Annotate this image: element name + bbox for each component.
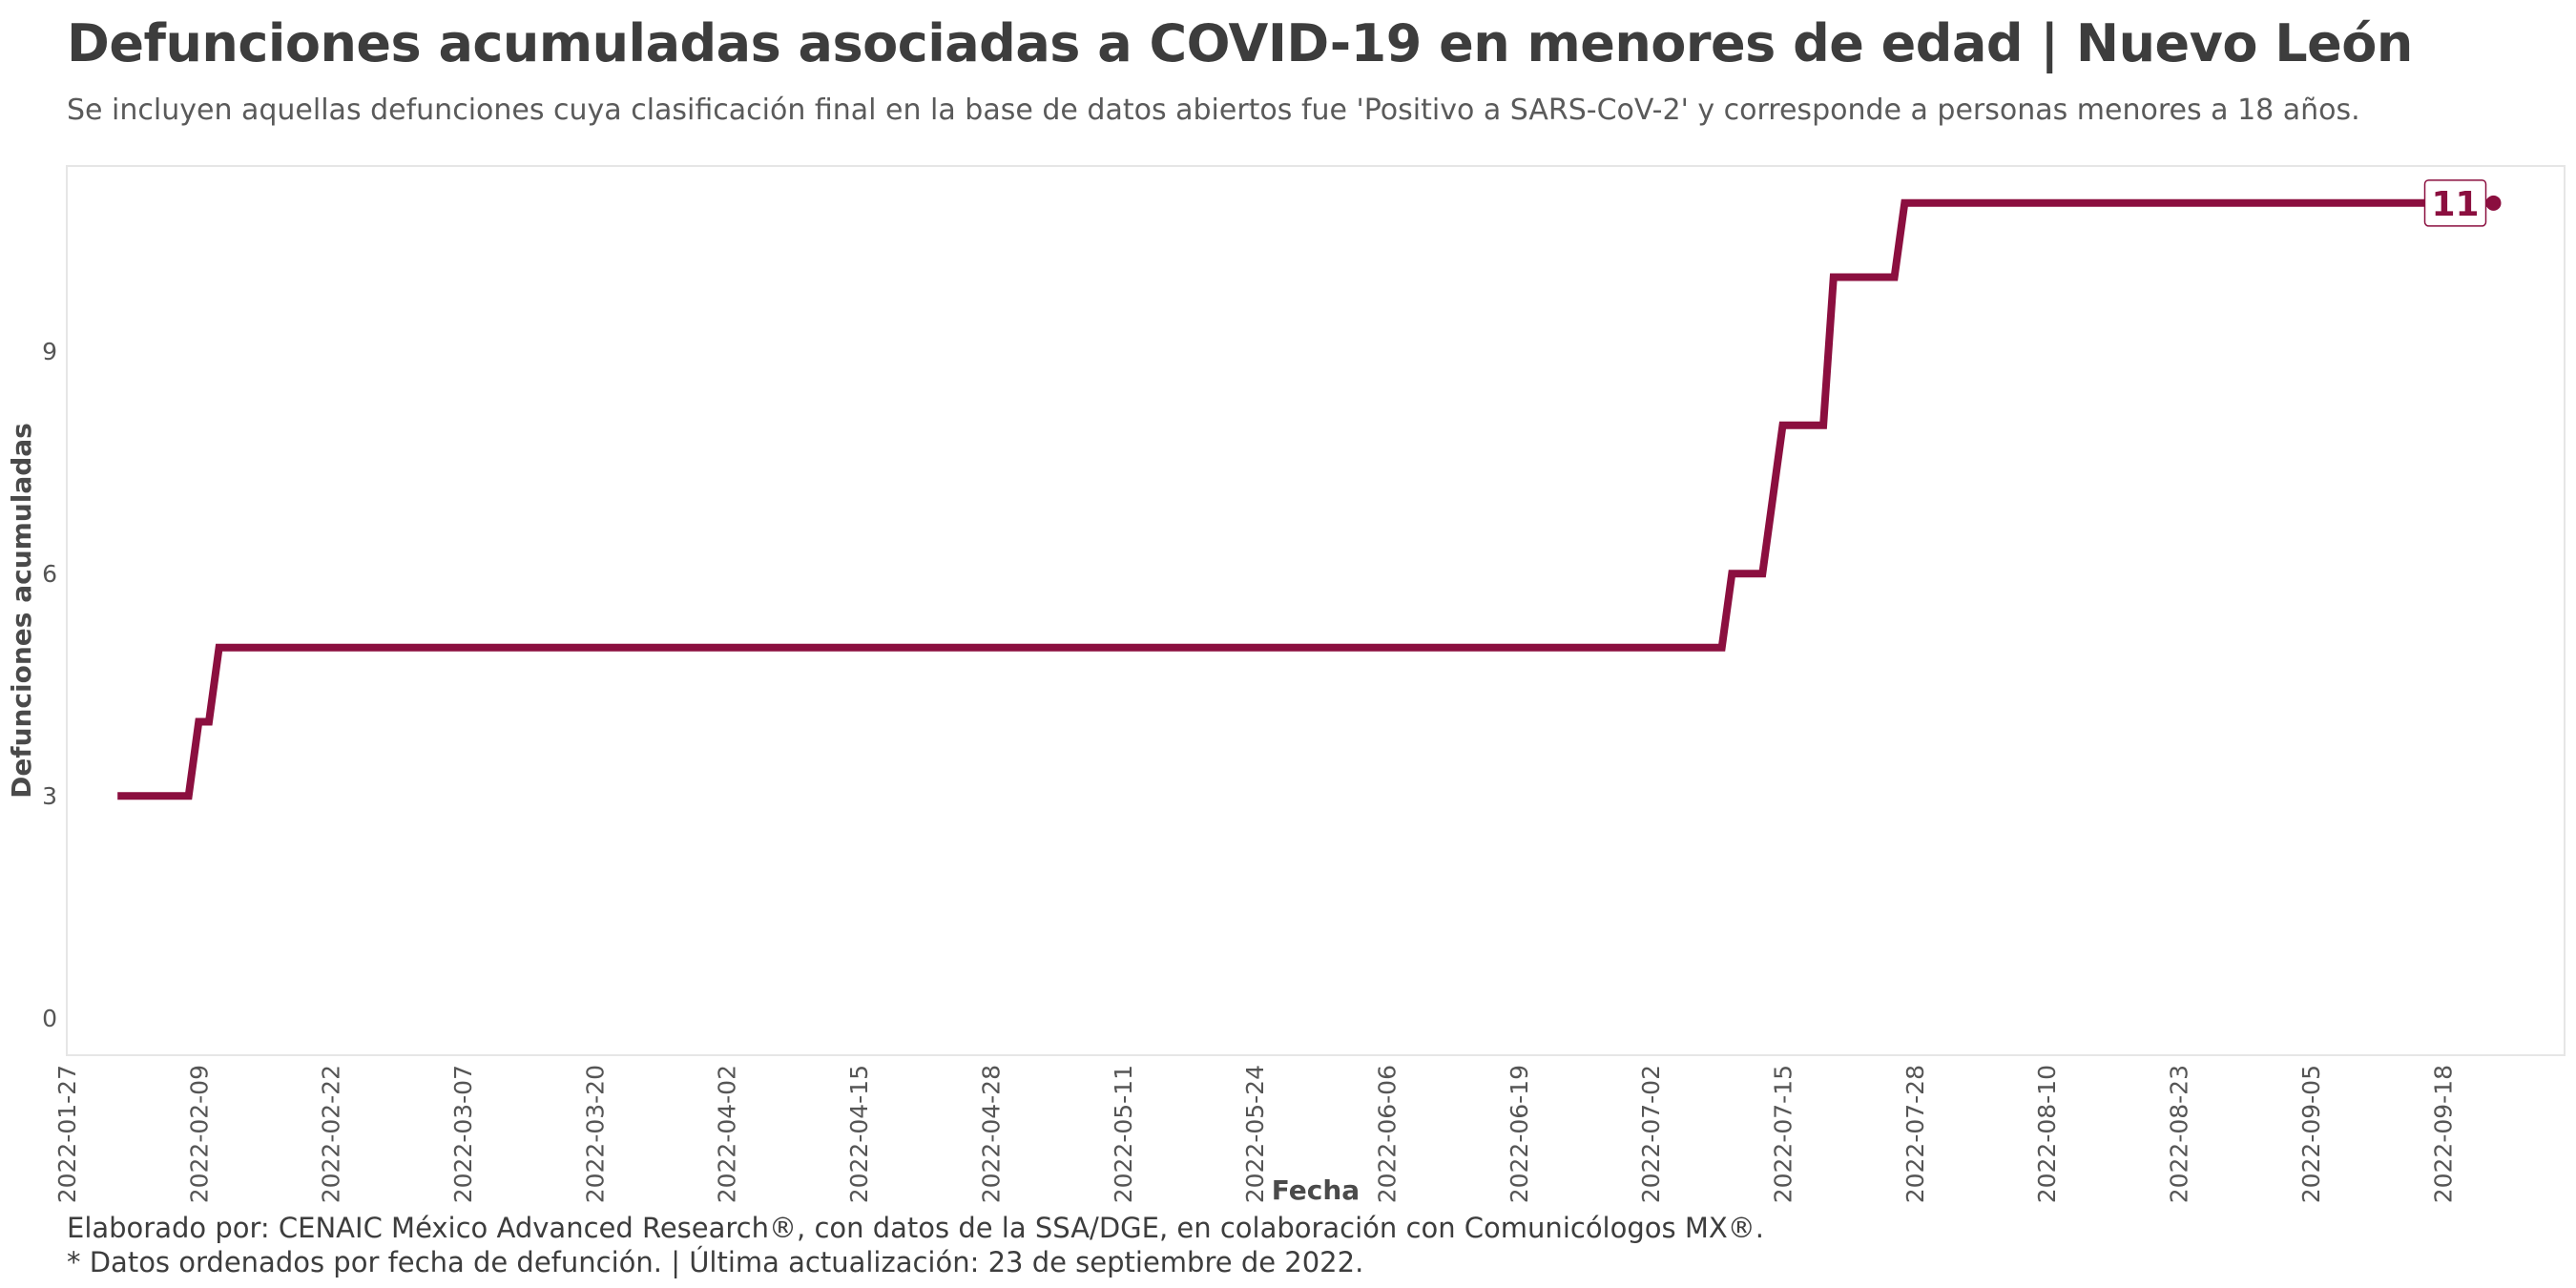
x-tick-label: 2022-05-11 bbox=[1110, 1065, 1137, 1203]
x-tick-label: 2022-07-15 bbox=[1770, 1065, 1797, 1203]
x-axis: 2022-01-27 2022-02-09 2022-02-22 2022-03-07… bbox=[53, 1065, 2457, 1203]
chart-title: Defunciones acumuladas asociadas a COVID… bbox=[67, 13, 2413, 73]
x-tick-label: 2022-04-28 bbox=[977, 1065, 1005, 1203]
x-tick-label: 2022-06-19 bbox=[1506, 1065, 1533, 1203]
y-axis-title: Defunciones acumuladas bbox=[6, 423, 37, 799]
y-axis: 0 3 6 9 bbox=[42, 338, 57, 1032]
end-label-group: 11 bbox=[2423, 179, 2502, 227]
x-tick-label: 2022-09-18 bbox=[2429, 1065, 2457, 1203]
x-tick-label: 2022-03-07 bbox=[449, 1065, 477, 1203]
source-note: Elaborado por: CENAIC México Advanced Re… bbox=[67, 1212, 1764, 1244]
x-tick-label: 2022-07-02 bbox=[1637, 1065, 1665, 1203]
update-note: * Datos ordenados por fecha de defunción… bbox=[67, 1246, 1364, 1278]
series-line bbox=[117, 198, 2494, 800]
y-tick-label: 0 bbox=[42, 1005, 57, 1032]
x-tick-label: 2022-03-20 bbox=[581, 1065, 609, 1203]
y-tick-label: 3 bbox=[42, 782, 57, 810]
x-axis-title: Fecha bbox=[1272, 1174, 1360, 1206]
x-tick-label: 2022-05-24 bbox=[1241, 1065, 1269, 1203]
x-tick-label: 2022-02-22 bbox=[318, 1065, 345, 1203]
end-point bbox=[2485, 195, 2502, 211]
x-tick-label: 2022-01-27 bbox=[53, 1065, 81, 1203]
x-tick-label: 2022-08-10 bbox=[2033, 1065, 2061, 1203]
x-tick-label: 2022-04-15 bbox=[845, 1065, 873, 1203]
end-label-box bbox=[2423, 179, 2487, 227]
y-tick-label: 6 bbox=[42, 560, 57, 588]
x-tick-label: 2022-07-28 bbox=[1901, 1065, 1929, 1203]
x-tick-label: 2022-06-06 bbox=[1373, 1065, 1401, 1203]
x-tick-label: 2022-04-02 bbox=[714, 1065, 741, 1203]
x-tick-label: 2022-09-05 bbox=[2297, 1065, 2325, 1203]
x-tick-label: 2022-02-09 bbox=[185, 1065, 213, 1203]
chart-subtitle: Se incluyen aquellas defunciones cuya cl… bbox=[67, 93, 2360, 127]
y-tick-label: 9 bbox=[42, 338, 57, 365]
plot-panel bbox=[66, 165, 2566, 1056]
end-value-label: 11 bbox=[2431, 185, 2479, 224]
x-tick-label: 2022-08-23 bbox=[2166, 1065, 2193, 1203]
